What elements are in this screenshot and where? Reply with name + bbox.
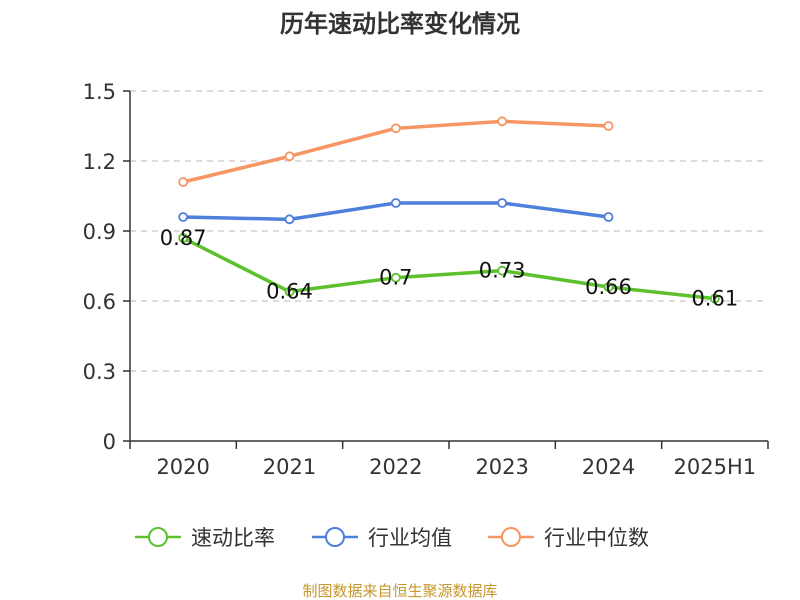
series-2 xyxy=(178,116,614,187)
x-tick-label: 2021 xyxy=(263,455,316,479)
y-tick-label: 0.9 xyxy=(83,220,116,244)
series-1 xyxy=(178,198,614,225)
legend-label: 行业均值 xyxy=(368,526,452,550)
data-label: 0.66 xyxy=(585,275,632,299)
legend-marker xyxy=(325,527,345,547)
legend-item[interactable]: 速动比率 xyxy=(135,526,275,550)
y-tick-label: 1.5 xyxy=(83,80,116,104)
chart-title: 历年速动比率变化情况 xyxy=(280,10,520,38)
y-tick-label: 1.2 xyxy=(83,150,116,174)
data-point xyxy=(603,121,614,131)
axes: 0 0.3 0.6 0.9 1.2 1.5 2020 2021 2022 2023 2024 2025… xyxy=(83,80,769,479)
data-point xyxy=(284,151,295,162)
x-tick-label: 2020 xyxy=(156,455,209,479)
data-point xyxy=(390,272,401,283)
data-point xyxy=(497,198,508,208)
data-label: 0.61 xyxy=(691,287,738,311)
data-point xyxy=(390,123,401,134)
data-point xyxy=(284,286,295,297)
data-label: 0.73 xyxy=(479,259,526,283)
gridlines xyxy=(130,90,768,372)
x-tick-label: 2023 xyxy=(475,455,528,479)
y-tick-label: 0.3 xyxy=(83,360,116,384)
series-group: 0.87 0.64 0.7 0.73 0.66 0.61 xyxy=(160,116,738,311)
legend-label: 行业中位数 xyxy=(544,526,649,550)
data-point xyxy=(284,214,295,225)
data-point xyxy=(603,282,614,292)
data-point xyxy=(178,212,189,222)
series-line xyxy=(182,236,716,301)
legend: 速动比率 行业均值 行业中位数 xyxy=(135,526,649,550)
data-label: 0.7 xyxy=(379,266,412,290)
data-point xyxy=(709,293,720,304)
data-point xyxy=(497,116,508,127)
legend-item[interactable]: 行业中位数 xyxy=(488,526,649,550)
legend-item[interactable]: 行业均值 xyxy=(312,526,452,550)
data-point xyxy=(390,198,401,208)
data-point xyxy=(178,233,189,243)
series-0: 0.87 0.64 0.7 0.73 0.66 0.61 xyxy=(160,226,738,311)
data-source-note: 制图数据来自恒生聚源数据库 xyxy=(302,582,497,600)
x-tick-label: 2022 xyxy=(369,455,422,479)
data-label: 0.87 xyxy=(160,226,207,250)
legend-marker xyxy=(501,527,521,547)
y-tick-label: 0.6 xyxy=(83,290,116,314)
data-point xyxy=(178,177,189,187)
data-point xyxy=(497,265,508,276)
data-label: 0.64 xyxy=(266,280,313,304)
x-tick-label: 2025H1 xyxy=(674,455,757,479)
legend-label: 速动比率 xyxy=(191,526,275,550)
legend-marker xyxy=(148,527,168,547)
data-point xyxy=(603,212,614,222)
y-tick-label: 0 xyxy=(103,430,116,454)
x-tick-label: 2024 xyxy=(582,455,635,479)
